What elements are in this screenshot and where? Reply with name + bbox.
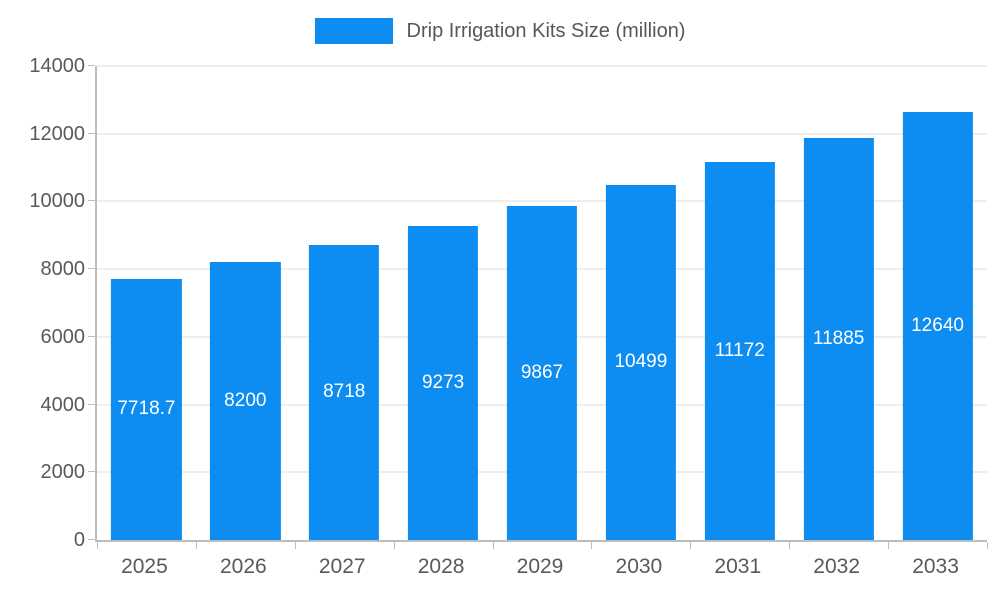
gridline	[97, 133, 987, 135]
bar-2031[interactable]: 11172	[704, 161, 775, 540]
x-axis-tick	[888, 542, 890, 549]
x-axis-tick	[393, 542, 395, 549]
bar-2028[interactable]: 9273	[408, 226, 479, 540]
x-axis-tick-label: 2031	[714, 555, 762, 578]
y-axis-tick	[88, 65, 95, 66]
bar-2026[interactable]: 8200	[210, 262, 281, 540]
x-axis-tick	[690, 542, 692, 549]
x-axis-tick	[195, 542, 197, 549]
bar-value-label: 9867	[520, 361, 564, 383]
y-axis-tick-label: 10000	[29, 190, 85, 213]
x-axis-tick-label: 2030	[615, 555, 663, 578]
bar-2030[interactable]: 10499	[605, 184, 676, 540]
x-axis-tick	[294, 542, 296, 549]
bar-value-label: 11885	[812, 327, 865, 349]
y-axis-tick-label: 14000	[29, 55, 85, 77]
legend-swatch	[314, 18, 393, 44]
y-axis-labels: 0 2000 4000 6000 8000 10000 12000 14000	[0, 56, 86, 550]
bar-value-label: 8718	[323, 381, 366, 403]
y-axis-tick	[88, 268, 95, 270]
x-axis-labels: 2025 2026 2027 2028 2029 2030 2031 2032 2033	[95, 556, 985, 586]
x-axis-tick-label: 2025	[121, 555, 168, 578]
bar-value-label: 8200	[224, 390, 267, 412]
x-axis-tick	[492, 542, 494, 549]
gridline	[97, 200, 987, 202]
bar-2027[interactable]: 8718	[309, 244, 380, 540]
bar-2025[interactable]: 7718.7	[111, 278, 182, 540]
gridline	[97, 65, 987, 67]
y-axis-tick-label: 2000	[40, 461, 86, 484]
y-axis-tick	[88, 403, 95, 405]
bar-2029[interactable]: 9867	[506, 205, 578, 540]
bar-value-label: 7718.7	[117, 398, 176, 420]
x-axis-tick-label: 2027	[318, 555, 366, 578]
x-axis-tick	[789, 542, 791, 549]
x-axis-tick-label: 2033	[912, 555, 959, 578]
plot-area: 7718.7 8200 8718 9273 9867 10499 11172 11885 126…	[88, 65, 988, 549]
bar-2033[interactable]: 12640	[902, 112, 973, 540]
y-axis-tick-label: 12000	[29, 122, 85, 145]
x-axis-tick-label: 2029	[516, 555, 564, 578]
bar-value-label: 11172	[714, 339, 765, 361]
y-axis-tick	[88, 132, 95, 134]
x-axis-tick	[97, 542, 98, 549]
bar-2032[interactable]: 11885	[803, 137, 874, 540]
x-axis-tick-label: 2026	[219, 555, 267, 578]
y-axis-tick	[88, 539, 95, 540]
x-axis-tick-label: 2032	[813, 555, 861, 578]
x-axis-tick	[591, 542, 593, 549]
legend-label: Drip Irrigation Kits Size (million)	[406, 19, 686, 42]
y-axis-tick-label: 8000	[40, 258, 86, 281]
y-axis-tick-label: 4000	[40, 393, 86, 416]
y-axis-tick	[88, 471, 95, 473]
y-axis-tick-label: 0	[73, 529, 85, 551]
bar-value-label: 10499	[614, 351, 668, 373]
bar-value-label: 12640	[911, 315, 964, 337]
bar-value-label: 9273	[421, 372, 465, 394]
y-axis-tick-label: 6000	[40, 325, 86, 348]
legend[interactable]: Drip Irrigation Kits Size (million)	[0, 18, 1000, 44]
y-axis-tick	[88, 335, 95, 337]
x-axis-tick-label: 2028	[417, 555, 465, 578]
y-axis-tick	[88, 200, 95, 202]
x-axis-tick	[987, 542, 988, 549]
